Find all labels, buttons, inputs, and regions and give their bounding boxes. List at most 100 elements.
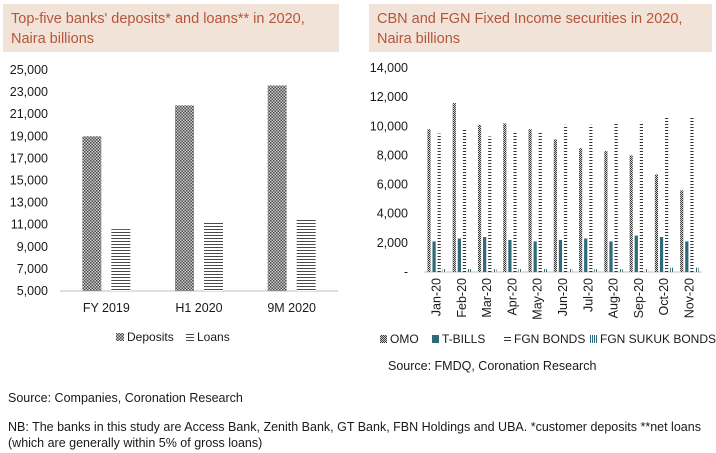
bar-fgn-bonds-3 (513, 132, 517, 272)
legend-swatch-fgn-sukuk-bonds (590, 335, 597, 343)
deposits-loans-chart: 25,000 23,000 21,000 19,000 17,000 15,000 13,0… (10, 63, 338, 344)
bar-t-bills-6 (584, 238, 588, 272)
left-x-tick-label: 9M 2020 (267, 301, 316, 315)
left-x-tick-label: FY 2019 (83, 301, 130, 315)
left-y-tick-label: 5,000 (17, 284, 48, 298)
bar-fgn-sukuk-bonds-6 (594, 269, 598, 272)
bar-fgn-bonds-2 (488, 136, 492, 272)
legend-swatch-deposits (116, 333, 124, 341)
fixed-income-chart: 14,00012,00010,0008,0006,0004,0002,000- … (370, 61, 716, 346)
bar-omo-4 (528, 129, 532, 272)
bar-fgn-bonds-1 (462, 129, 467, 272)
right-chart-title: CBN and FGN Fixed Income securities in 2… (369, 4, 712, 52)
bar-omo-5 (553, 139, 557, 272)
bar-t-bills-5 (558, 239, 563, 272)
bar-loans-2 (296, 218, 316, 291)
bar-fgn-sukuk-bonds-9 (670, 267, 674, 272)
right-x-tick-label: Nov-20 (682, 278, 696, 318)
bar-omo-6 (579, 148, 583, 272)
bar-omo-10 (680, 190, 684, 272)
bar-omo-7 (604, 151, 608, 272)
bar-deposits-0 (82, 136, 102, 291)
bar-t-bills-8 (634, 235, 638, 272)
right-x-tick-label: Oct-20 (657, 278, 671, 316)
right-y-tick-label: 4,000 (377, 207, 408, 221)
bar-t-bills-4 (533, 241, 537, 272)
left-y-tick-label: 21,000 (10, 107, 48, 121)
bar-t-bills-3 (508, 239, 512, 272)
left-source-note: Source: Companies, Coronation Research (8, 391, 243, 405)
right-y-tick-label: 10,000 (370, 119, 408, 133)
bar-fgn-sukuk-bonds-1 (467, 269, 472, 272)
bar-t-bills-0 (432, 241, 436, 272)
bar-t-bills-10 (685, 241, 689, 272)
bar-fgn-sukuk-bonds-4 (543, 269, 547, 272)
right-x-tick-label: Aug-20 (607, 278, 621, 318)
bar-fgn-bonds-9 (665, 117, 669, 273)
left-y-tick-label: 23,000 (10, 85, 48, 99)
bar-deposits-1 (175, 105, 194, 291)
bar-omo-8 (629, 155, 633, 272)
bar-omo-1 (452, 102, 456, 272)
right-y-tick-label: 8,000 (377, 148, 408, 162)
legend-swatch-omo (380, 335, 387, 343)
right-x-tick-label: Feb-20 (455, 278, 469, 318)
bar-fgn-bonds-10 (690, 117, 694, 273)
right-x-tick-label: Jun-20 (556, 278, 570, 316)
right-x-tick-label: Jan-20 (430, 278, 444, 316)
bar-fgn-bonds-6 (589, 124, 593, 272)
bar-fgn-bonds-4 (538, 132, 542, 272)
legend-swatch-t-bills (432, 335, 439, 343)
legend-swatch-fgn-bonds (504, 335, 511, 343)
bar-omo-9 (654, 174, 659, 272)
bar-t-bills-7 (609, 241, 613, 272)
bar-omo-3 (503, 123, 507, 272)
right-x-tick-label: May-20 (531, 278, 545, 320)
left-y-tick-label: 17,000 (10, 151, 48, 165)
left-chart-title: Top-five banks' deposits* and loans** in… (3, 4, 339, 52)
bar-fgn-sukuk-bonds-0 (442, 269, 446, 272)
bar-t-bills-9 (659, 237, 664, 272)
bar-fgn-sukuk-bonds-10 (695, 267, 699, 272)
bar-loans-0 (111, 229, 131, 291)
bar-deposits-2 (267, 85, 287, 291)
legend-swatch-loans (186, 333, 194, 341)
bar-omo-0 (427, 129, 431, 272)
bar-fgn-sukuk-bonds-8 (644, 269, 649, 272)
legend-label-omo: OMO (390, 332, 419, 346)
bar-fgn-bonds-0 (437, 133, 441, 272)
right-x-tick-label: Jul-20 (581, 278, 595, 312)
bar-fgn-sukuk-bonds-5 (569, 269, 573, 272)
right-x-tick-label: Mar-20 (480, 278, 494, 318)
bar-fgn-bonds-8 (639, 121, 643, 273)
right-y-tick-label: 2,000 (377, 236, 408, 250)
right-x-tick-label: Apr-20 (505, 278, 519, 316)
left-y-tick-label: 13,000 (10, 196, 48, 210)
legend-label-fgn-sukuk-bonds: FGN SUKUK BONDS (600, 332, 716, 346)
left-y-tick-label: 7,000 (17, 262, 48, 276)
right-y-tick-label: 12,000 (370, 90, 408, 104)
legend-label-fgn-bonds: FGN BONDS (514, 332, 585, 346)
bar-fgn-sukuk-bonds-2 (493, 269, 497, 272)
legend-label-deposits: Deposits (127, 330, 174, 344)
legend-label-t-bills: T-BILLS (442, 332, 485, 346)
right-y-tick-label: 14,000 (370, 61, 408, 75)
footnote: NB: The banks in this study are Access B… (8, 420, 701, 450)
left-y-tick-label: 19,000 (10, 129, 48, 143)
right-source-note: Source: FMDQ, Coronation Research (388, 359, 597, 373)
left-y-tick-label: 9,000 (17, 240, 48, 254)
bar-fgn-sukuk-bonds-7 (619, 269, 623, 272)
bar-loans-1 (204, 221, 223, 291)
right-y-tick-label: 6,000 (377, 178, 408, 192)
left-y-tick-label: 11,000 (11, 218, 48, 232)
left-y-tick-label: 15,000 (10, 174, 48, 188)
bar-fgn-bonds-7 (614, 121, 618, 273)
bar-omo-2 (477, 124, 482, 272)
right-y-tick-label: - (404, 265, 408, 279)
bar-fgn-sukuk-bonds-3 (518, 269, 522, 272)
right-x-tick-label: Sep-20 (632, 278, 646, 318)
bar-t-bills-2 (483, 237, 487, 272)
legend-label-loans: Loans (197, 330, 230, 344)
left-y-tick-label: 25,000 (10, 63, 48, 77)
bar-fgn-bonds-5 (563, 124, 568, 272)
